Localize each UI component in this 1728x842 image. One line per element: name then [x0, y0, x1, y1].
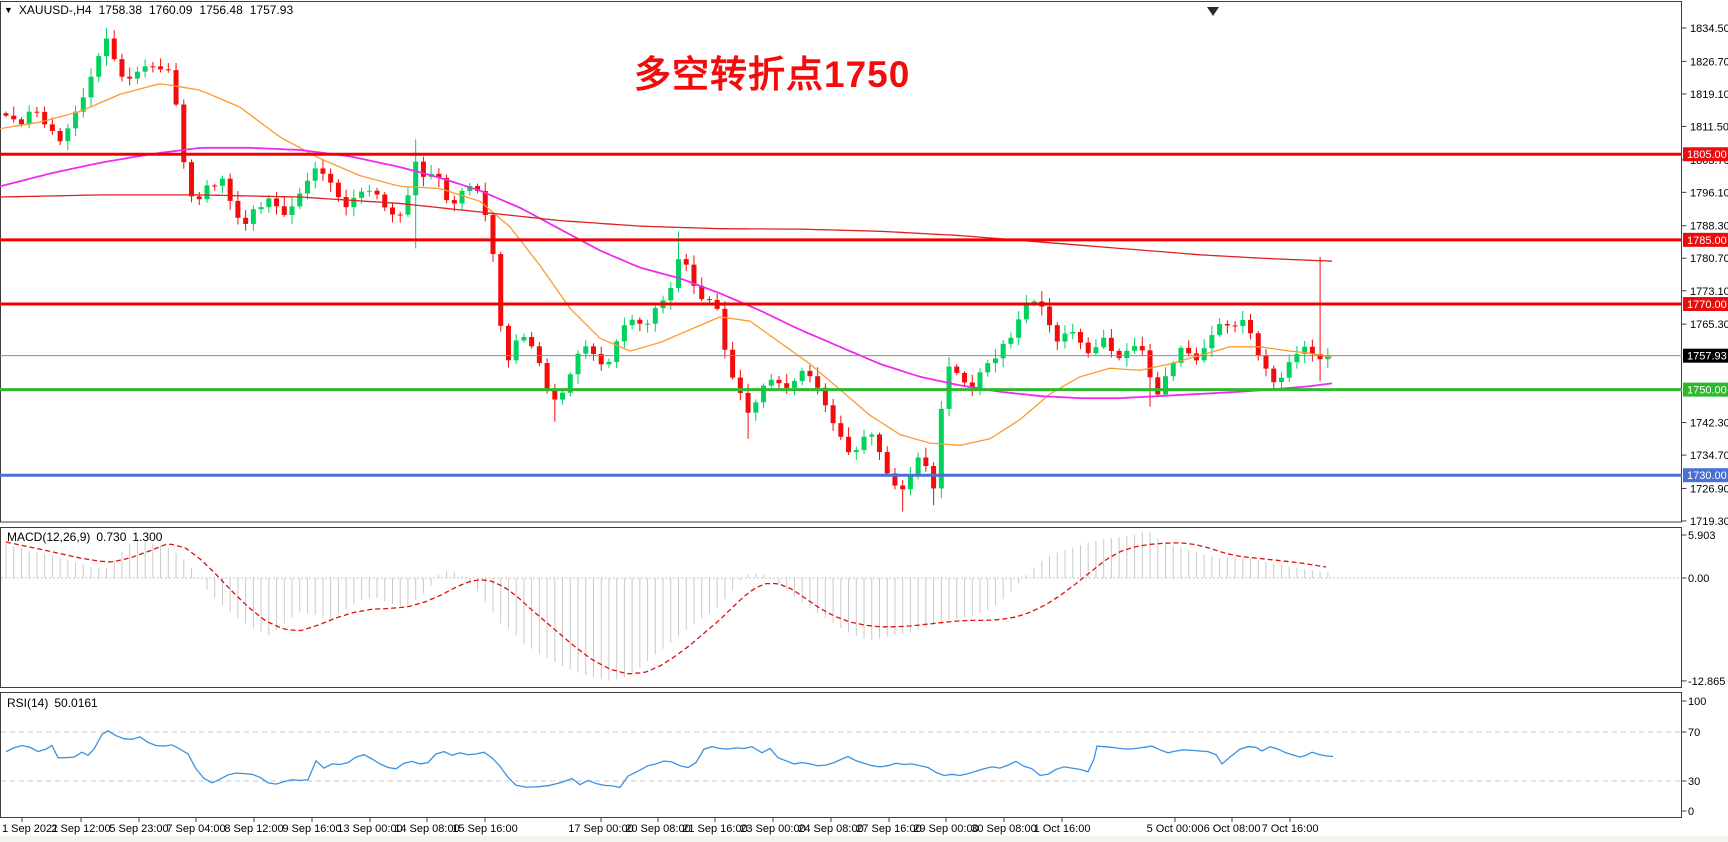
price-axis-label: 1765.30 [1690, 319, 1728, 331]
time-axis-label: 20 Sep 08:00 [625, 823, 690, 835]
ma-slow-red [0, 194, 1333, 262]
price-axis-label: 1734.70 [1690, 450, 1728, 462]
price-badge-1757.93: 1757.93 [1683, 348, 1728, 363]
svg-text:1805.00: 1805.00 [1687, 149, 1727, 161]
ohlc-close: 1757.93 [249, 3, 294, 17]
macd-signal-line [5, 541, 1327, 675]
time-axis-label: 1 Sep 2021 [2, 823, 58, 835]
macd-signal-value: 1.300 [132, 530, 163, 544]
macd-indicator-label: MACD(12,26,9) 0.730 1.300 [7, 530, 168, 544]
rsi-panel [1, 731, 1682, 782]
ohlc-open: 1758.38 [98, 3, 142, 17]
time-axis-label: 27 Sep 16:00 [856, 823, 921, 835]
time-axis-label: 24 Sep 08:00 [798, 823, 863, 835]
time-axis-label: 9 Sep 16:00 [282, 823, 341, 835]
macd-histogram [5, 532, 1329, 681]
price-axis-label: 1788.30 [1690, 221, 1728, 233]
ma-fast-orange [0, 83, 1333, 446]
price-axis-label: 1811.50 [1690, 121, 1728, 133]
price-axis[interactable]: 1834.501826.701819.101811.501803.701796.… [1681, 23, 1728, 528]
price-axis-label: 1796.10 [1690, 187, 1728, 199]
time-axis-label: 29 Sep 00:00 [913, 823, 978, 835]
price-axis-label: 1719.30 [1690, 516, 1728, 528]
time-axis-label: 15 Sep 16:00 [452, 823, 517, 835]
rsi-axis[interactable]: 100 70 30 0 [1681, 696, 1707, 818]
price-badge-1785.00: 1785.00 [1683, 232, 1728, 247]
price-axis-label: 1826.70 [1690, 56, 1728, 68]
rsi-axis-label: 70 [1688, 727, 1700, 739]
time-axis-label: 2 Sep 12:00 [51, 823, 110, 835]
ohlc-low: 1756.48 [199, 3, 243, 17]
price-axis-label: 1742.30 [1690, 418, 1728, 430]
price-axis-label: 1726.90 [1690, 483, 1728, 495]
time-axis-label: 21 Sep 16:00 [682, 823, 747, 835]
rsi-value: 50.0161 [54, 696, 98, 710]
price-axis-label: 1773.10 [1690, 286, 1728, 298]
chart-shift-marker-icon[interactable] [1207, 7, 1219, 16]
price-axis-label: 1780.70 [1690, 253, 1728, 265]
price-badge-1750.00: 1750.00 [1683, 382, 1728, 397]
time-axis-label: 7 Oct 16:00 [1262, 823, 1319, 835]
panel-borders [0, 1, 1682, 818]
time-axis-label: 6 Oct 08:00 [1204, 823, 1261, 835]
svg-text:1750.00: 1750.00 [1687, 385, 1727, 397]
ma-mid-magenta [0, 146, 1333, 400]
svg-text:1757.93: 1757.93 [1687, 351, 1727, 363]
macd-name: MACD(12,26,9) [7, 530, 91, 544]
time-axis-label: 30 Sep 08:00 [971, 823, 1036, 835]
window-bottom-strip [0, 836, 1728, 842]
chart-title-bar: ▼ XAUUSD-,H4 1758.38 1760.09 1756.48 175… [4, 3, 300, 17]
rsi-name: RSI(14) [7, 696, 49, 710]
price-badge-1805.00: 1805.00 [1683, 147, 1728, 162]
macd-axis-label: -12.865 [1688, 676, 1725, 688]
rsi-line [5, 730, 1334, 789]
price-axis-label: 1834.50 [1690, 23, 1728, 35]
price-badge-1770.00: 1770.00 [1683, 297, 1728, 312]
time-axis-label: 14 Sep 08:00 [394, 823, 459, 835]
rsi-axis-label: 100 [1688, 696, 1706, 708]
macd-value: 0.730 [96, 530, 127, 544]
time-axis-label: 23 Sep 00:00 [740, 823, 805, 835]
symbol-dropdown-icon[interactable]: ▼ [4, 5, 13, 15]
macd-axis[interactable]: 5.903 0.00 -12.865 [1681, 530, 1726, 688]
svg-text:1785.00: 1785.00 [1687, 235, 1727, 247]
chart-annotation-text[interactable]: 多空转折点1750 [634, 54, 911, 95]
price-badge-1730.00: 1730.00 [1683, 468, 1728, 483]
time-axis-label: 13 Sep 00:00 [337, 823, 402, 835]
time-axis-label: 5 Sep 23:00 [109, 823, 168, 835]
time-axis-label: 8 Sep 12:00 [224, 823, 283, 835]
macd-axis-label: 0.00 [1688, 573, 1709, 585]
rsi-axis-label: 0 [1688, 806, 1694, 818]
time-axis-label: 1 Oct 16:00 [1034, 823, 1091, 835]
svg-text:1730.00: 1730.00 [1687, 470, 1727, 482]
rsi-axis-label: 30 [1688, 776, 1700, 788]
svg-text:1770.00: 1770.00 [1687, 299, 1727, 311]
macd-axis-label: 5.903 [1688, 530, 1716, 542]
price-axis-label: 1819.10 [1690, 89, 1728, 101]
ohlc-high: 1760.09 [149, 3, 193, 17]
rsi-indicator-label: RSI(14) 50.0161 [7, 696, 104, 710]
time-axis-label: 7 Sep 04:00 [166, 823, 225, 835]
time-axis-label: 5 Oct 00:00 [1147, 823, 1204, 835]
symbol-period-label: XAUUSD-,H4 [18, 3, 92, 17]
time-axis-label: 17 Sep 00:00 [568, 823, 633, 835]
